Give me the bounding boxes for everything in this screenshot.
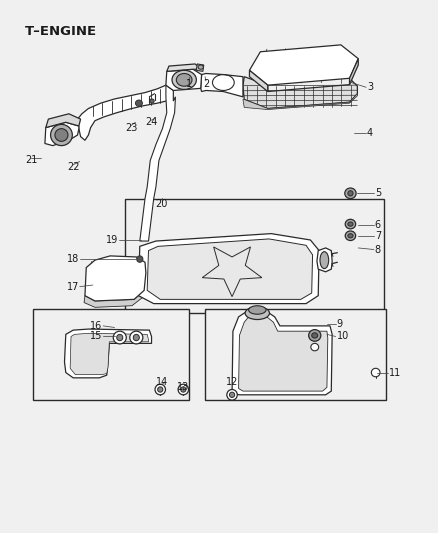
Text: 22: 22 bbox=[67, 162, 79, 172]
Polygon shape bbox=[147, 239, 313, 300]
Ellipse shape bbox=[181, 387, 186, 392]
Text: 24: 24 bbox=[145, 117, 158, 127]
Polygon shape bbox=[243, 77, 357, 109]
Ellipse shape bbox=[172, 70, 196, 90]
Text: 5: 5 bbox=[375, 188, 381, 198]
Polygon shape bbox=[317, 248, 332, 272]
Text: 7: 7 bbox=[375, 231, 381, 241]
Text: 2: 2 bbox=[203, 78, 209, 88]
Polygon shape bbox=[46, 114, 81, 127]
Text: 16: 16 bbox=[90, 321, 102, 331]
Text: 23: 23 bbox=[125, 123, 137, 133]
Text: 1: 1 bbox=[185, 78, 191, 88]
Polygon shape bbox=[138, 233, 319, 304]
Text: 8: 8 bbox=[375, 245, 381, 255]
Ellipse shape bbox=[245, 307, 269, 319]
Ellipse shape bbox=[345, 188, 356, 199]
Text: 6: 6 bbox=[375, 220, 381, 230]
Text: 12: 12 bbox=[226, 377, 238, 387]
Polygon shape bbox=[250, 70, 268, 92]
Polygon shape bbox=[250, 45, 358, 85]
Text: 19: 19 bbox=[106, 235, 118, 245]
Text: 13: 13 bbox=[177, 382, 190, 392]
Ellipse shape bbox=[50, 124, 72, 146]
Ellipse shape bbox=[249, 306, 266, 314]
Text: 3: 3 bbox=[367, 82, 373, 92]
Polygon shape bbox=[350, 59, 358, 85]
Ellipse shape bbox=[230, 392, 235, 398]
Ellipse shape bbox=[311, 343, 319, 351]
Ellipse shape bbox=[177, 74, 192, 86]
Bar bbox=[125, 199, 385, 313]
Ellipse shape bbox=[348, 191, 353, 196]
Bar bbox=[205, 309, 386, 400]
Polygon shape bbox=[201, 74, 243, 97]
Text: 17: 17 bbox=[67, 281, 79, 292]
Polygon shape bbox=[45, 122, 79, 146]
Polygon shape bbox=[84, 290, 144, 308]
Ellipse shape bbox=[348, 233, 353, 238]
Polygon shape bbox=[232, 311, 332, 395]
Ellipse shape bbox=[113, 331, 126, 344]
Ellipse shape bbox=[155, 384, 166, 395]
Text: 14: 14 bbox=[156, 377, 169, 387]
Ellipse shape bbox=[345, 219, 356, 229]
Polygon shape bbox=[70, 333, 148, 375]
Polygon shape bbox=[85, 256, 146, 301]
Ellipse shape bbox=[371, 368, 380, 377]
Bar bbox=[33, 309, 189, 400]
Ellipse shape bbox=[198, 65, 203, 69]
Polygon shape bbox=[243, 94, 357, 110]
Ellipse shape bbox=[227, 390, 237, 400]
Polygon shape bbox=[64, 329, 152, 378]
Polygon shape bbox=[196, 64, 204, 71]
Ellipse shape bbox=[158, 387, 163, 392]
Text: 15: 15 bbox=[90, 332, 102, 342]
Ellipse shape bbox=[150, 99, 154, 103]
Ellipse shape bbox=[135, 100, 142, 107]
Text: T–ENGINE: T–ENGINE bbox=[25, 25, 97, 38]
Ellipse shape bbox=[312, 333, 318, 338]
Ellipse shape bbox=[348, 222, 353, 226]
Text: 9: 9 bbox=[336, 319, 343, 329]
Text: 4: 4 bbox=[367, 128, 373, 138]
Ellipse shape bbox=[133, 334, 139, 341]
Polygon shape bbox=[167, 64, 201, 71]
Polygon shape bbox=[166, 69, 201, 91]
Text: 11: 11 bbox=[389, 368, 401, 377]
Ellipse shape bbox=[137, 256, 143, 262]
Ellipse shape bbox=[320, 252, 328, 269]
Text: 18: 18 bbox=[67, 254, 79, 264]
Ellipse shape bbox=[178, 384, 188, 395]
Ellipse shape bbox=[55, 128, 68, 141]
Polygon shape bbox=[78, 85, 173, 140]
Polygon shape bbox=[140, 85, 176, 241]
Text: 21: 21 bbox=[25, 156, 37, 165]
Polygon shape bbox=[239, 317, 328, 391]
Ellipse shape bbox=[309, 329, 321, 341]
Ellipse shape bbox=[130, 331, 143, 344]
Text: 10: 10 bbox=[336, 332, 349, 342]
Ellipse shape bbox=[345, 231, 356, 240]
Ellipse shape bbox=[117, 334, 123, 341]
Text: 20: 20 bbox=[155, 199, 168, 209]
